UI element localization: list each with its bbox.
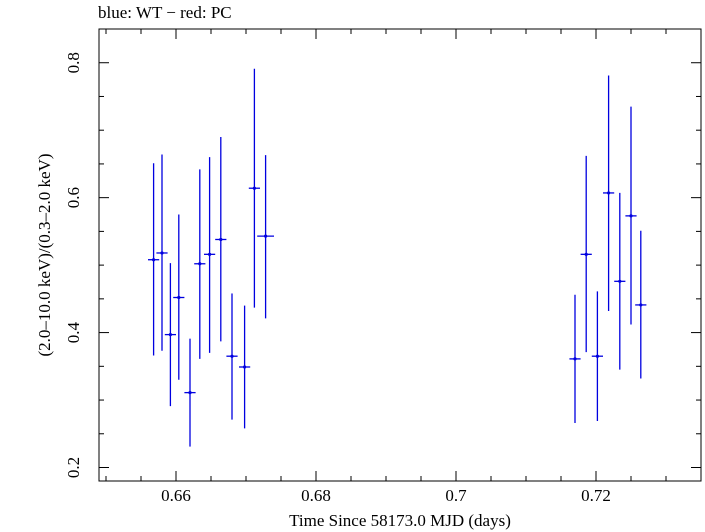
point-marker [219,237,223,242]
data-point [580,155,592,353]
data-point [148,163,160,356]
point-marker [618,279,622,283]
y-tick-label: 0.6 [64,187,83,208]
data-point [226,293,238,420]
y-tick-label: 0.8 [64,52,83,73]
point-marker [584,252,588,256]
y-axis: 0.2 0.4 0.6 0.8 [64,28,701,478]
point-marker [230,354,234,358]
chart-title: blue: WT − red: PC [98,3,232,22]
data-points [148,68,647,447]
y-tick-label: 0.2 [64,457,83,478]
data-point [164,263,176,407]
data-point [215,136,227,342]
data-point [257,155,274,319]
y-axis-label: (2.0–10.0 keV)/(0.3–2.0 keV) [35,153,54,356]
data-point [569,294,581,423]
point-marker [629,214,633,218]
x-axis-label: Time Since 58173.0 MJD (days) [289,511,511,530]
x-tick-label: 0.72 [581,486,611,505]
data-point [635,230,647,379]
data-point [603,75,615,311]
point-marker [208,252,212,256]
point-marker [168,333,172,337]
point-marker [160,251,164,255]
x-axis: 0.66 0.68 0.7 0.72 [105,29,702,505]
point-marker [152,258,156,262]
point-marker [264,234,268,238]
point-marker [607,191,611,195]
x-tick-label: 0.66 [161,486,191,505]
x-tick-label: 0.7 [445,486,467,505]
data-point [204,157,216,353]
point-marker [639,303,643,307]
data-point [625,106,637,325]
data-point [591,291,603,421]
data-point [194,169,206,359]
point-marker [177,295,181,300]
data-point [239,305,251,429]
y-tick-label: 0.4 [64,321,83,343]
plot-frame [98,28,702,482]
point-marker [243,365,247,369]
point-marker [188,391,192,395]
data-point [614,192,626,370]
data-point [184,338,196,447]
point-marker [198,262,202,266]
data-point [173,214,185,380]
point-marker [595,354,600,358]
data-point [248,68,260,308]
point-marker [252,186,256,190]
x-tick-label: 0.68 [301,486,331,505]
data-point [156,154,168,351]
point-marker [573,357,577,361]
